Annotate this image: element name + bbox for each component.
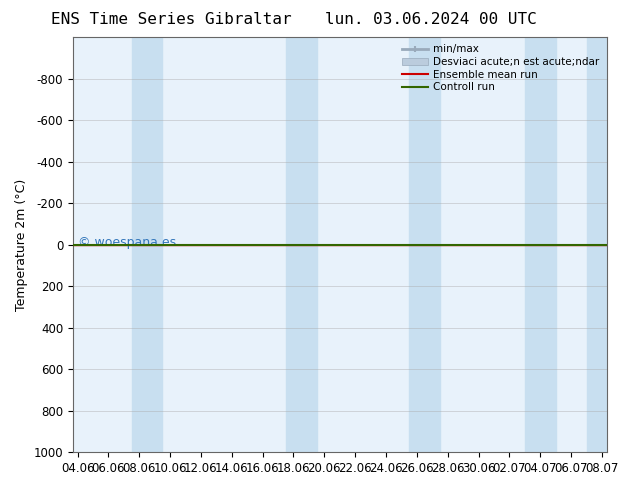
Bar	[409, 37, 440, 452]
Legend: min/max, Desviaci acute;n est acute;ndar, Ensemble mean run, Controll run: min/max, Desviaci acute;n est acute;ndar…	[398, 40, 604, 97]
Y-axis label: Temperature 2m (°C): Temperature 2m (°C)	[15, 178, 28, 311]
Text: ENS Time Series Gibraltar: ENS Time Series Gibraltar	[51, 12, 292, 27]
Bar	[131, 37, 162, 452]
Bar	[525, 37, 555, 452]
Text: © woespana.es: © woespana.es	[78, 236, 176, 249]
Bar	[286, 37, 316, 452]
Bar	[586, 37, 618, 452]
Text: lun. 03.06.2024 00 UTC: lun. 03.06.2024 00 UTC	[325, 12, 537, 27]
